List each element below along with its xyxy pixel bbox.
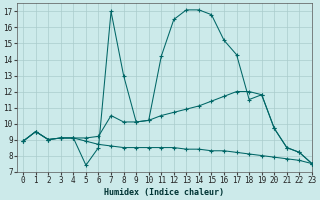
X-axis label: Humidex (Indice chaleur): Humidex (Indice chaleur): [104, 188, 224, 197]
